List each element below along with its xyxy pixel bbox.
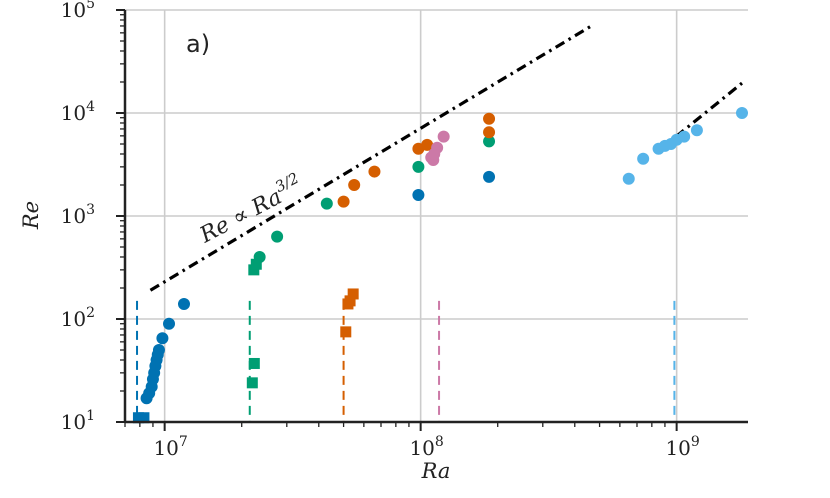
scaling-line bbox=[657, 81, 743, 152]
y-tick-label: 102 bbox=[61, 305, 95, 331]
data-point-circle bbox=[483, 126, 496, 139]
data-point-circle bbox=[690, 124, 703, 137]
x-tick-exponent: 8 bbox=[435, 434, 444, 450]
data-point-circle bbox=[637, 152, 650, 165]
y-tick-exponent: 4 bbox=[86, 99, 95, 115]
data-point-square bbox=[246, 377, 258, 389]
panel-label: a) bbox=[186, 30, 210, 58]
data-point-circle bbox=[320, 197, 333, 210]
y-tick-exponent: 5 bbox=[86, 0, 95, 12]
data-point-circle bbox=[678, 130, 691, 143]
data-point-circle bbox=[437, 130, 450, 143]
data-point-square bbox=[347, 288, 359, 300]
data-point-circle bbox=[622, 172, 635, 185]
y-tick-label: 101 bbox=[61, 408, 95, 434]
data-point-circle bbox=[156, 332, 169, 345]
x-tick-exponent: 9 bbox=[691, 434, 700, 450]
data-point-circle bbox=[431, 141, 444, 154]
data-point-circle bbox=[483, 170, 496, 183]
x-tick-exponent: 7 bbox=[179, 434, 188, 450]
data-point-circle bbox=[483, 112, 496, 125]
y-tick-base: 10 bbox=[61, 101, 86, 125]
data-point-circle bbox=[483, 135, 496, 148]
data-point-circle bbox=[152, 344, 165, 357]
y-axis-label: Re bbox=[19, 201, 43, 230]
scaling-line bbox=[149, 25, 592, 292]
x-tick-base: 10 bbox=[409, 436, 434, 460]
y-tick-label: 105 bbox=[61, 0, 95, 22]
y-tick-base: 10 bbox=[61, 0, 86, 22]
data-point-square bbox=[250, 258, 262, 270]
y-tick-exponent: 2 bbox=[86, 305, 95, 321]
data-point-circle bbox=[368, 165, 381, 178]
data-point-circle bbox=[163, 317, 176, 330]
scaling-annotation: Re ∝ Ra3/2 bbox=[193, 169, 308, 249]
x-tick-base: 10 bbox=[153, 436, 178, 460]
data-point-square bbox=[344, 295, 356, 307]
y-tick-base: 10 bbox=[61, 307, 86, 331]
data-point-circle bbox=[177, 297, 190, 310]
y-tick-exponent: 3 bbox=[86, 202, 95, 218]
x-tick-label: 107 bbox=[153, 434, 187, 460]
data-markers bbox=[132, 107, 748, 424]
data-point-circle bbox=[412, 160, 425, 173]
ticks bbox=[116, 9, 678, 431]
data-point-circle bbox=[412, 188, 425, 201]
data-point-square bbox=[138, 412, 150, 424]
y-tick-exponent: 1 bbox=[86, 408, 95, 424]
data-point-square bbox=[248, 264, 260, 276]
y-tick-label: 104 bbox=[61, 99, 95, 125]
y-tick-base: 10 bbox=[61, 204, 86, 228]
x-tick-label: 109 bbox=[665, 434, 699, 460]
x-tick-base: 10 bbox=[665, 436, 690, 460]
data-point-circle bbox=[271, 230, 284, 243]
data-point-circle bbox=[421, 138, 434, 151]
data-point-square bbox=[248, 357, 260, 369]
y-tick-label: 103 bbox=[61, 202, 95, 228]
data-point-circle bbox=[735, 107, 748, 119]
scaling-lines bbox=[149, 25, 743, 292]
data-point-circle bbox=[337, 195, 350, 208]
data-point-circle bbox=[348, 178, 361, 191]
x-axis-label: Ra bbox=[421, 459, 451, 483]
x-tick-label: 108 bbox=[409, 434, 443, 460]
y-tick-base: 10 bbox=[61, 410, 86, 434]
data-point-square bbox=[340, 326, 352, 338]
